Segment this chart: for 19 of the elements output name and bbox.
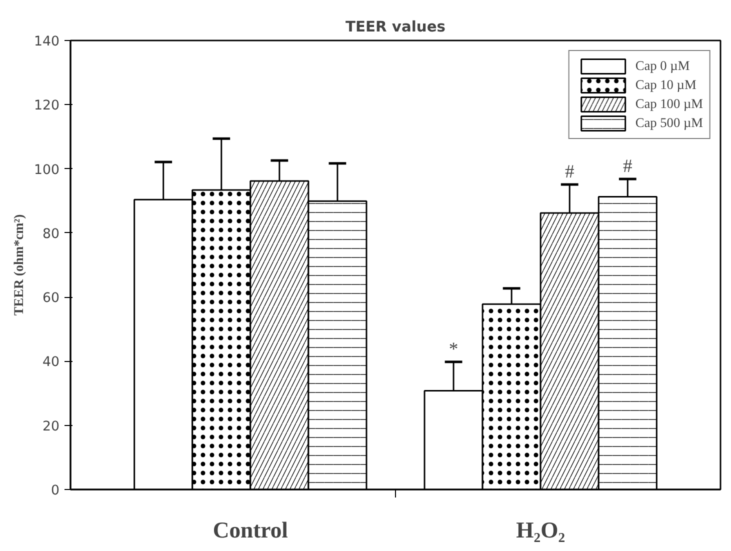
y-tick-label: 60 bbox=[42, 291, 60, 306]
data-label: * bbox=[448, 338, 458, 360]
y-tick-label: 40 bbox=[42, 355, 60, 370]
y-tick-label: 80 bbox=[42, 226, 60, 242]
legend-label: Cap 0 µM bbox=[635, 57, 690, 75]
y-tick-label: 20 bbox=[42, 419, 60, 434]
x-tick-label: H₂O₂ bbox=[516, 518, 566, 542]
y-tick-label: 100 bbox=[34, 162, 60, 178]
y-tick-label: 140 bbox=[34, 34, 60, 50]
x-tick-label: Control bbox=[212, 518, 288, 542]
chart-title: TEER values bbox=[346, 18, 446, 36]
y-axis-title: TEER (ohm*cm²) bbox=[11, 214, 26, 316]
y-tick-label: 0 bbox=[51, 484, 60, 498]
legend-label: Cap 10 µM bbox=[635, 76, 696, 94]
data-label: # bbox=[564, 162, 574, 182]
y-tick-label: 120 bbox=[34, 98, 60, 114]
legend-label: Cap 500 µM bbox=[635, 114, 703, 132]
legend-label: Cap 100 µM bbox=[635, 95, 703, 113]
data-label: # bbox=[622, 156, 632, 178]
